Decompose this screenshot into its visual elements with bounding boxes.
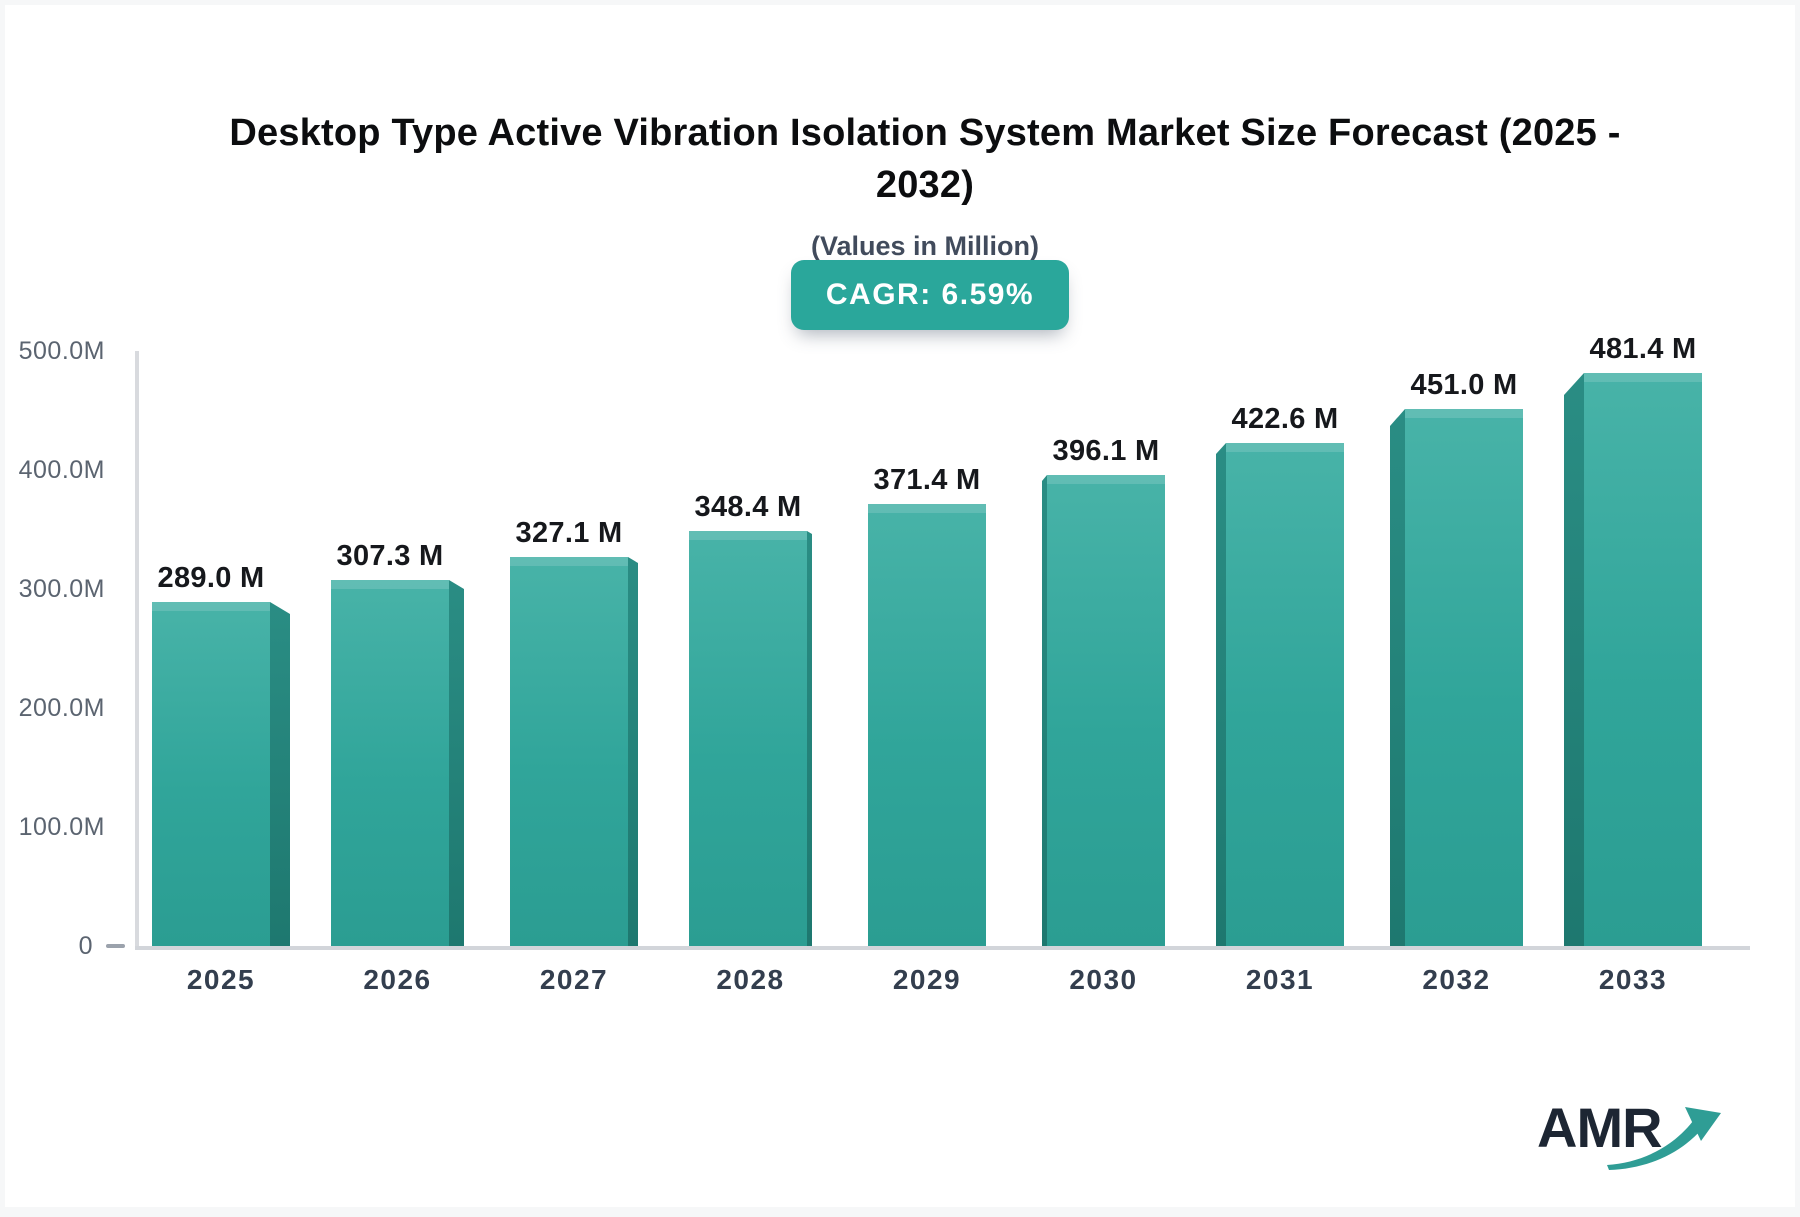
- bar-2029: [868, 504, 986, 946]
- bar-side-face: [270, 602, 290, 946]
- y-axis-tick-label: 0: [78, 932, 93, 960]
- bar-value-label: 289.0 M: [157, 562, 265, 594]
- cagr-badge-label: CAGR: 6.59%: [825, 278, 1035, 311]
- chart-title-line1: Desktop Type Active Vibration Isolation …: [229, 112, 1621, 154]
- bar-2033: [1584, 373, 1702, 946]
- y-axis-tick-label: 100.0M: [18, 813, 105, 841]
- y-axis-tick-label: 200.0M: [18, 694, 105, 722]
- bar-value-label: 451.0 M: [1410, 369, 1518, 401]
- x-axis-label-2028: 2028: [716, 964, 785, 995]
- x-axis-label-2027: 2027: [539, 964, 609, 995]
- x-axis-label-2031: 2031: [1245, 964, 1315, 995]
- bar-value-label: 396.1 M: [1052, 435, 1160, 467]
- bar-2032: [1405, 409, 1523, 946]
- zero-tick-mark: [106, 944, 125, 948]
- x-axis-baseline: [135, 946, 1750, 950]
- bar-2030: [1047, 475, 1165, 946]
- chart-title-line2: 2032): [875, 164, 975, 206]
- bar-2031: [1226, 443, 1344, 946]
- bar-side-face: [1042, 475, 1047, 946]
- chart-subtitle: (Values in Million): [810, 231, 1040, 261]
- chart-card: Desktop Type Active Vibration Isolation …: [5, 5, 1795, 1207]
- amr-logo-text: AMR: [1537, 1096, 1663, 1159]
- amr-logo-arrow-icon: [1607, 1107, 1721, 1170]
- bar-value-label: 481.4 M: [1589, 333, 1697, 365]
- bar-value-label: 327.1 M: [515, 517, 623, 549]
- chart-title: Desktop Type Active Vibration Isolation …: [135, 107, 1715, 211]
- bar-2025: [152, 602, 270, 946]
- x-axis-label-2030: 2030: [1069, 964, 1138, 995]
- bar-side-face: [1564, 373, 1584, 946]
- y-axis-line: [135, 351, 139, 946]
- bar-value-label: 371.4 M: [873, 464, 981, 496]
- x-axis-label-2029: 2029: [892, 964, 962, 995]
- bar-side-face: [1216, 443, 1226, 946]
- x-axis-label-2025: 2025: [186, 964, 256, 995]
- bar-2026: [331, 580, 449, 946]
- y-axis-tick-label: 500.0M: [18, 337, 105, 365]
- y-axis-tick-label: 400.0M: [18, 456, 105, 484]
- amr-logo: AMR: [1537, 1093, 1727, 1173]
- bar-value-label: 422.6 M: [1231, 403, 1339, 435]
- bar-side-face: [628, 557, 638, 946]
- bar-side-face: [1390, 409, 1405, 946]
- x-axis-label-2033: 2033: [1598, 964, 1668, 995]
- cagr-badge: CAGR: 6.59%: [791, 260, 1069, 330]
- bar-value-label: 348.4 M: [694, 491, 802, 523]
- bar-side-face: [449, 580, 464, 946]
- plot-area: 500.0M 400.0M 300.0M 200.0M 100.0M 0 289.0 M 20…: [5, 5, 1800, 1217]
- x-axis-label-2032: 2032: [1422, 964, 1491, 995]
- bar-side-face: [807, 531, 812, 946]
- bar-2028: [689, 531, 807, 946]
- bar-2027: [510, 557, 628, 946]
- x-axis-label-2026: 2026: [363, 964, 432, 995]
- y-axis-tick-label: 300.0M: [18, 575, 105, 603]
- bar-value-label: 307.3 M: [336, 540, 444, 572]
